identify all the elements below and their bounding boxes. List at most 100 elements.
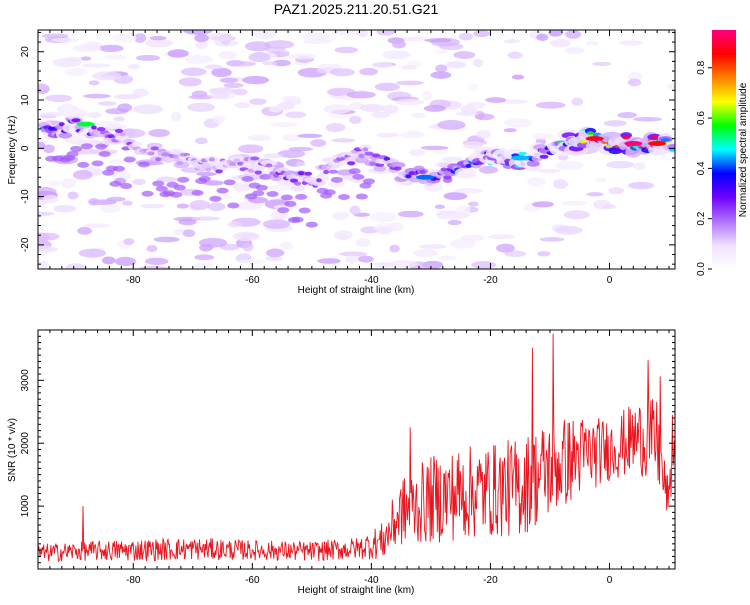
heatmap-cell <box>526 177 546 186</box>
heatmap-cell <box>178 218 197 226</box>
heatmap-cell <box>382 50 411 60</box>
snr-xtick-label: -40 <box>364 575 379 586</box>
heatmap-cell <box>205 167 212 172</box>
spectrogram-frame <box>37 29 676 270</box>
spectrogram-ytick-label: 0 <box>20 145 31 151</box>
heatmap-cell <box>227 202 240 209</box>
heatmap-cell <box>144 257 169 265</box>
heatmap-cell <box>295 193 308 200</box>
heatmap-cell <box>329 68 356 77</box>
heatmap-cell <box>279 50 290 57</box>
heatmap-cell <box>191 189 204 196</box>
heatmap-cell <box>137 161 150 168</box>
heatmap-cell <box>397 210 424 218</box>
heatmap-cell <box>45 94 73 102</box>
colorbar-tick-label: 0.0 <box>696 262 707 276</box>
colorbar-tick-label: 0.6 <box>696 111 707 125</box>
heatmap-cell <box>51 37 80 43</box>
heatmap-cell <box>133 104 164 115</box>
heatmap-cell <box>436 212 466 221</box>
heatmap-cell <box>83 223 110 228</box>
heatmap-cell <box>170 111 182 122</box>
heatmap-cell <box>140 203 165 209</box>
heatmap-cell <box>39 112 67 117</box>
heatmap-cell <box>238 144 264 154</box>
heatmap-cell <box>231 61 256 67</box>
heatmap-cell <box>119 132 126 137</box>
heatmap-cell <box>298 207 311 214</box>
heatmap-cell <box>394 98 425 106</box>
figure-title: PAZ1.2025.211.20.51.G21 <box>274 1 439 17</box>
heatmap-cell <box>473 30 490 38</box>
heatmap-cell <box>185 54 213 64</box>
heatmap-cell <box>177 176 190 183</box>
heatmap-cell <box>323 189 336 196</box>
heatmap-cell <box>259 173 272 180</box>
heatmap-cell <box>539 237 565 242</box>
heatmap-cell <box>270 211 289 220</box>
heatmap-cell <box>117 103 133 113</box>
snr-ytick-label: 3000 <box>20 369 31 392</box>
heatmap-cell <box>123 156 136 163</box>
heatmap-cell <box>232 88 248 96</box>
heatmap-cell <box>349 115 362 125</box>
heatmap-cell <box>262 219 291 229</box>
heatmap-cell <box>262 153 283 159</box>
heatmap-cell <box>284 200 297 207</box>
heatmap-cell <box>203 180 224 186</box>
heatmap-cell <box>147 151 155 156</box>
heatmap-cell <box>270 174 282 182</box>
heatmap-cell <box>422 260 444 269</box>
heatmap-cell <box>101 256 116 265</box>
heatmap-cell <box>496 243 515 253</box>
heatmap-hotspot <box>76 121 95 127</box>
heatmap-cell <box>223 179 236 186</box>
heatmap-cell <box>537 251 551 257</box>
heatmap-cell <box>455 205 471 215</box>
heatmap-cell <box>232 231 260 242</box>
heatmap-cell <box>337 193 350 200</box>
heatmap-cell <box>88 80 100 86</box>
heatmap-hotspot <box>624 140 643 146</box>
heatmap-cell <box>435 64 448 73</box>
heatmap-cell <box>207 32 234 42</box>
heatmap-cell <box>139 266 169 269</box>
heatmap-cell <box>323 104 352 114</box>
colorbar-tick-label: 0.8 <box>696 60 707 74</box>
heatmap-cell <box>266 190 279 197</box>
heatmap-cell <box>511 74 525 80</box>
heatmap-cell <box>447 220 462 226</box>
spectrogram-ytick-label: 20 <box>20 46 31 58</box>
heatmap-cell <box>440 167 448 172</box>
heatmap-cell <box>196 172 217 177</box>
heatmap-cell <box>234 102 250 109</box>
heatmap-cell <box>390 260 418 268</box>
heatmap-cell <box>77 226 93 235</box>
heatmap-cell <box>586 192 604 197</box>
heatmap-cell <box>374 262 394 268</box>
heatmap-cell <box>507 51 523 59</box>
heatmap-cell <box>586 131 595 136</box>
heatmap-cell <box>369 161 376 166</box>
heatmap-cell <box>474 113 495 121</box>
heatmap-cell <box>424 38 452 43</box>
heatmap-cell <box>359 103 385 112</box>
heatmap-cell <box>254 170 262 175</box>
heatmap-cell <box>305 221 318 228</box>
heatmap-cell <box>211 67 232 78</box>
heatmap-cell <box>373 165 387 172</box>
heatmap-cell <box>548 30 563 37</box>
heatmap-cell <box>189 199 210 210</box>
heatmap-cell <box>476 129 492 139</box>
spectrogram-ytick-label: -10 <box>20 189 31 204</box>
heatmap-cell <box>43 144 55 154</box>
heatmap-cell <box>194 254 215 261</box>
heatmap-cell <box>297 171 305 176</box>
heatmap-cell <box>277 207 290 214</box>
heatmap-hotspot <box>585 136 604 142</box>
heatmap-cell <box>608 187 624 195</box>
heatmap-cell <box>132 178 146 186</box>
heatmap-cell <box>389 244 400 253</box>
heatmap-cell <box>170 191 183 198</box>
heatmap-cell <box>628 181 654 190</box>
